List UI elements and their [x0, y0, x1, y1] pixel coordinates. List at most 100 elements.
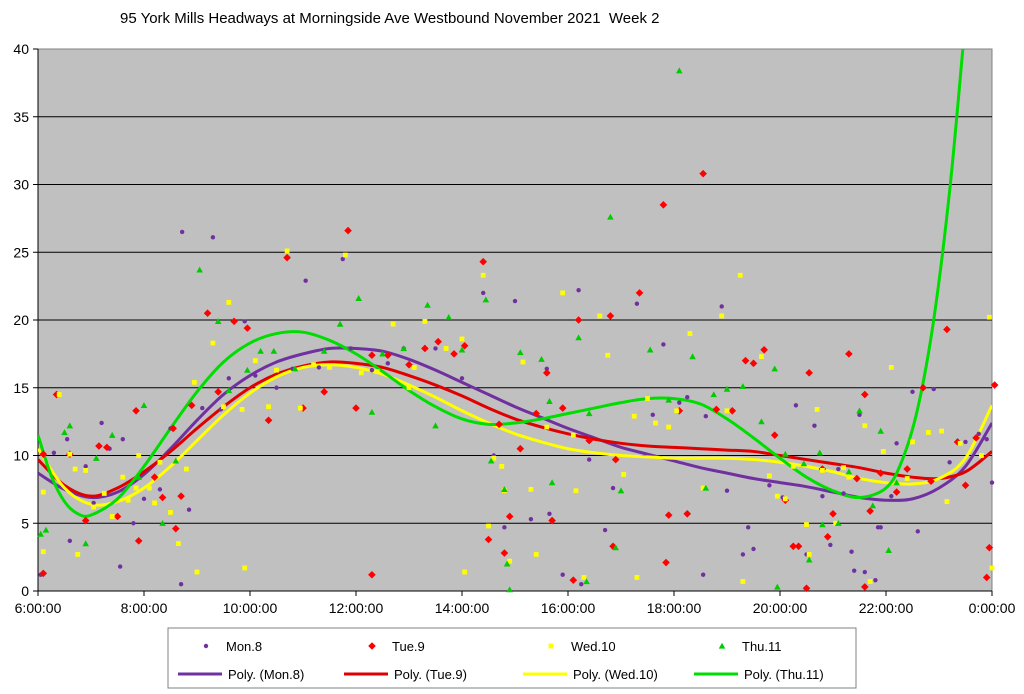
y-tick-label: 10	[13, 448, 29, 464]
data-point	[172, 524, 180, 533]
data-point	[266, 404, 271, 410]
legend: Mon.8 Tue.9 Wed.10 Thu.11 Poly. (Mon.8) Poly.…	[167, 627, 857, 689]
data-point	[889, 493, 894, 499]
data-point	[804, 522, 809, 528]
data-point	[40, 489, 46, 495]
data-point	[676, 67, 683, 74]
data-point	[547, 511, 552, 516]
data-point	[683, 509, 692, 518]
data-point	[665, 396, 672, 403]
x-tick-label: 20:00:00	[753, 600, 808, 616]
trendline-poly-wed-10-	[38, 363, 992, 507]
x-tick-label: 22:00:00	[859, 600, 914, 616]
data-point	[501, 486, 508, 493]
data-point	[910, 439, 915, 445]
grid-lines	[38, 116, 992, 524]
data-point	[861, 583, 869, 591]
data-point	[939, 428, 945, 434]
data-point	[976, 431, 981, 437]
data-point	[176, 541, 181, 546]
data-point	[422, 318, 428, 324]
data-point	[384, 351, 392, 360]
data-point	[210, 235, 216, 240]
data-point	[459, 336, 465, 342]
data-point	[931, 386, 936, 392]
data-point	[833, 520, 839, 526]
data-point	[873, 577, 878, 583]
data-point	[320, 347, 328, 354]
data-point	[662, 558, 670, 567]
data-point	[919, 383, 927, 392]
data-point	[741, 356, 750, 365]
data-point	[774, 583, 781, 590]
data-point	[411, 365, 417, 370]
data-point	[303, 278, 308, 283]
x-tick-label: 18:00:00	[647, 600, 702, 616]
data-point	[117, 564, 123, 569]
data-point	[83, 468, 89, 473]
data-point	[239, 407, 245, 412]
legend-label: Wed.10	[571, 639, 616, 654]
data-point	[355, 295, 362, 301]
x-tick-label: 6:00:00	[15, 600, 62, 616]
data-point	[184, 466, 189, 472]
data-point	[505, 512, 514, 521]
data-point	[242, 565, 248, 571]
data-point	[297, 405, 303, 411]
data-point	[210, 340, 216, 346]
data-point	[963, 439, 968, 445]
data-point	[507, 558, 513, 564]
data-point	[836, 466, 841, 472]
data-point	[95, 442, 103, 450]
data-point	[544, 366, 549, 371]
data-point	[379, 350, 386, 357]
data-point	[867, 579, 873, 584]
data-point	[845, 350, 853, 358]
data-point	[719, 304, 724, 309]
data-point	[862, 423, 868, 429]
y-tick-label: 5	[21, 515, 29, 531]
data-point	[585, 436, 593, 445]
data-point	[740, 552, 746, 557]
data-point	[944, 499, 950, 504]
data-point	[700, 572, 706, 577]
legend-marker-mon-8	[203, 643, 209, 649]
data-point	[544, 424, 550, 430]
data-point	[885, 547, 892, 553]
data-point	[984, 437, 989, 442]
data-point	[814, 407, 820, 412]
data-point	[131, 521, 136, 526]
series-mon-8	[38, 229, 995, 587]
data-point	[348, 346, 353, 351]
y-tick-label: 0	[21, 583, 29, 599]
data-point	[169, 424, 177, 433]
data-point	[820, 493, 825, 499]
data-point	[274, 367, 279, 373]
data-point	[481, 290, 486, 296]
data-point	[893, 479, 900, 486]
data-point	[631, 413, 637, 419]
data-point	[569, 576, 578, 584]
data-point	[605, 352, 611, 358]
data-point	[806, 552, 812, 557]
data-point	[93, 454, 100, 461]
data-point	[548, 479, 556, 486]
data-point	[528, 486, 534, 492]
data-point	[450, 350, 458, 358]
y-tick-label: 25	[13, 244, 29, 260]
data-point	[120, 437, 126, 442]
data-point	[274, 385, 279, 390]
data-point	[406, 385, 412, 391]
data-point	[904, 476, 910, 481]
data-point	[369, 367, 375, 373]
x-tick-label: 16:00:00	[541, 600, 596, 616]
data-point	[845, 468, 853, 475]
data-point	[316, 365, 322, 370]
data-point	[503, 560, 511, 567]
data-point	[443, 346, 449, 351]
data-point	[823, 533, 832, 541]
data-point	[125, 497, 131, 503]
data-point	[610, 485, 616, 491]
data-point	[390, 321, 396, 327]
data-point	[486, 523, 491, 529]
